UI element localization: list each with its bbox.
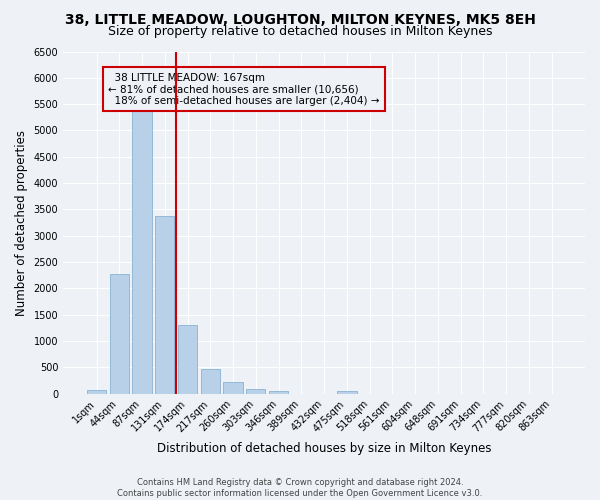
Text: Contains HM Land Registry data © Crown copyright and database right 2024.
Contai: Contains HM Land Registry data © Crown c… bbox=[118, 478, 482, 498]
Bar bbox=[269, 391, 288, 394]
X-axis label: Distribution of detached houses by size in Milton Keynes: Distribution of detached houses by size … bbox=[157, 442, 491, 455]
Text: Size of property relative to detached houses in Milton Keynes: Size of property relative to detached ho… bbox=[108, 25, 492, 38]
Bar bbox=[87, 390, 106, 394]
Bar bbox=[246, 389, 265, 394]
Text: 38, LITTLE MEADOW, LOUGHTON, MILTON KEYNES, MK5 8EH: 38, LITTLE MEADOW, LOUGHTON, MILTON KEYN… bbox=[65, 12, 535, 26]
Bar bbox=[337, 391, 356, 394]
Bar bbox=[155, 216, 175, 394]
Bar bbox=[110, 274, 129, 394]
Bar bbox=[223, 382, 243, 394]
Text: 38 LITTLE MEADOW: 167sqm
← 81% of detached houses are smaller (10,656)
  18% of : 38 LITTLE MEADOW: 167sqm ← 81% of detach… bbox=[108, 72, 379, 106]
Y-axis label: Number of detached properties: Number of detached properties bbox=[15, 130, 28, 316]
Bar bbox=[133, 108, 152, 394]
Bar bbox=[178, 325, 197, 394]
Bar bbox=[200, 369, 220, 394]
